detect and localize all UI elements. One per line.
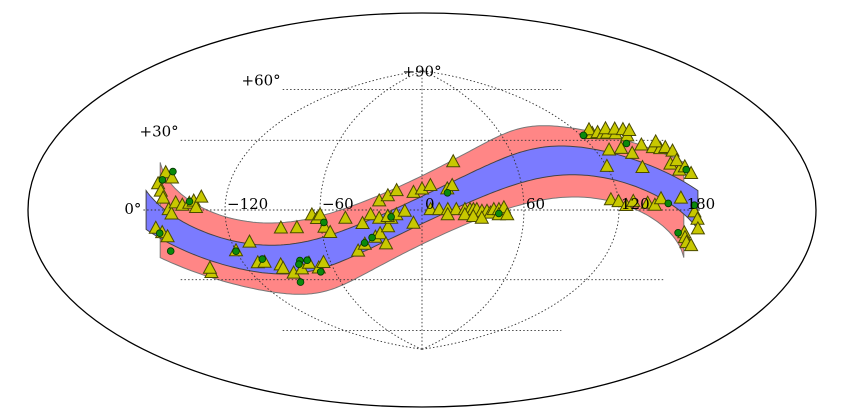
circle-point — [682, 165, 690, 174]
triangle-point — [624, 145, 640, 159]
triangle-point — [355, 215, 370, 229]
circle-point — [579, 131, 588, 140]
triangle-point — [389, 182, 404, 197]
triangle-point — [160, 228, 175, 243]
triangle-point — [648, 133, 664, 148]
circle-point — [360, 239, 369, 247]
triangle-point — [657, 139, 673, 153]
circle-point — [296, 278, 305, 286]
circle-point — [169, 167, 177, 176]
circle-point — [158, 176, 167, 184]
point-layer — [148, 120, 706, 286]
lon-tick-label: 0 — [425, 195, 435, 213]
lon-tick-label: −60 — [322, 195, 354, 213]
triangle-point — [669, 152, 685, 167]
triangle-point — [465, 208, 481, 222]
triangle-point — [440, 206, 456, 221]
triangle-point — [673, 190, 689, 204]
triangle-point — [653, 190, 669, 205]
circle-point — [622, 139, 631, 148]
triangle-point — [312, 206, 328, 221]
triangle-point — [445, 153, 461, 168]
circle-point — [387, 213, 395, 221]
triangle-point — [338, 210, 353, 224]
triangle-point — [322, 224, 338, 238]
circle-point — [368, 233, 376, 242]
triangle-point — [406, 215, 421, 229]
lon-tick-label: 60 — [526, 195, 545, 213]
lat-tick-label: +60° — [242, 71, 281, 89]
triangle-point — [601, 141, 617, 156]
circle-point — [185, 197, 194, 206]
triangle-point — [242, 234, 257, 248]
lon-tick-label: −120 — [227, 195, 268, 213]
graticule — [143, 70, 701, 350]
triangle-point — [581, 121, 597, 136]
triangle-point — [275, 260, 291, 274]
triangle-point — [193, 189, 209, 203]
triangle-point — [621, 122, 637, 136]
triangle-point — [363, 206, 378, 221]
triangle-point — [647, 197, 663, 211]
tick-labels: 0 −120 −60 60 120 180 +90° +60° +30° 0° — [124, 63, 715, 218]
triangle-point — [625, 193, 641, 207]
lon-tick-label: 180 — [687, 195, 716, 213]
triangle-point — [613, 140, 629, 154]
circle-point — [295, 260, 303, 269]
triangle-point — [457, 206, 473, 221]
circle-point — [232, 247, 240, 256]
triangle-point — [273, 219, 289, 234]
lon-tick-label: 120 — [621, 195, 650, 213]
triangle-point — [350, 243, 366, 257]
triangle-point — [164, 169, 180, 184]
lat-tick-label: 0° — [124, 200, 141, 218]
triangle-point — [599, 158, 615, 172]
triangle-point — [499, 206, 515, 221]
triangle-point — [683, 237, 699, 252]
circle-point — [690, 201, 699, 210]
triangle-point — [444, 177, 460, 191]
meridian-line — [421, 70, 620, 350]
triangle-point — [634, 136, 649, 151]
triangle-point — [690, 220, 706, 235]
map-frame — [27, 12, 817, 408]
triangle-point — [598, 120, 613, 135]
lat-tick-label: +90° — [402, 63, 441, 81]
triangle-point — [423, 177, 438, 191]
lat-tick-label: +30° — [140, 122, 179, 140]
circle-point — [303, 256, 312, 265]
circle-point — [443, 189, 452, 197]
circle-point — [155, 229, 164, 238]
circle-point — [316, 267, 325, 276]
triangle-point — [372, 225, 388, 240]
triangle-point — [155, 190, 171, 204]
circle-point — [674, 229, 682, 237]
triangle-point — [380, 218, 396, 233]
circle-point — [166, 247, 175, 255]
triangle-point — [665, 143, 680, 157]
triangle-point — [188, 199, 204, 213]
triangle-point — [397, 203, 413, 217]
triangle-point — [378, 235, 394, 250]
circle-point — [494, 209, 503, 218]
triangle-point — [635, 159, 650, 173]
circle-point — [320, 218, 328, 227]
circle-point — [664, 199, 673, 208]
triangle-point — [474, 210, 490, 224]
triangle-point — [611, 193, 626, 208]
triangle-point — [202, 260, 218, 274]
triangle-point — [316, 254, 331, 268]
triangle-point — [164, 205, 179, 220]
triangle-point — [158, 164, 174, 179]
triangle-point — [289, 219, 305, 234]
circle-point — [258, 255, 267, 263]
